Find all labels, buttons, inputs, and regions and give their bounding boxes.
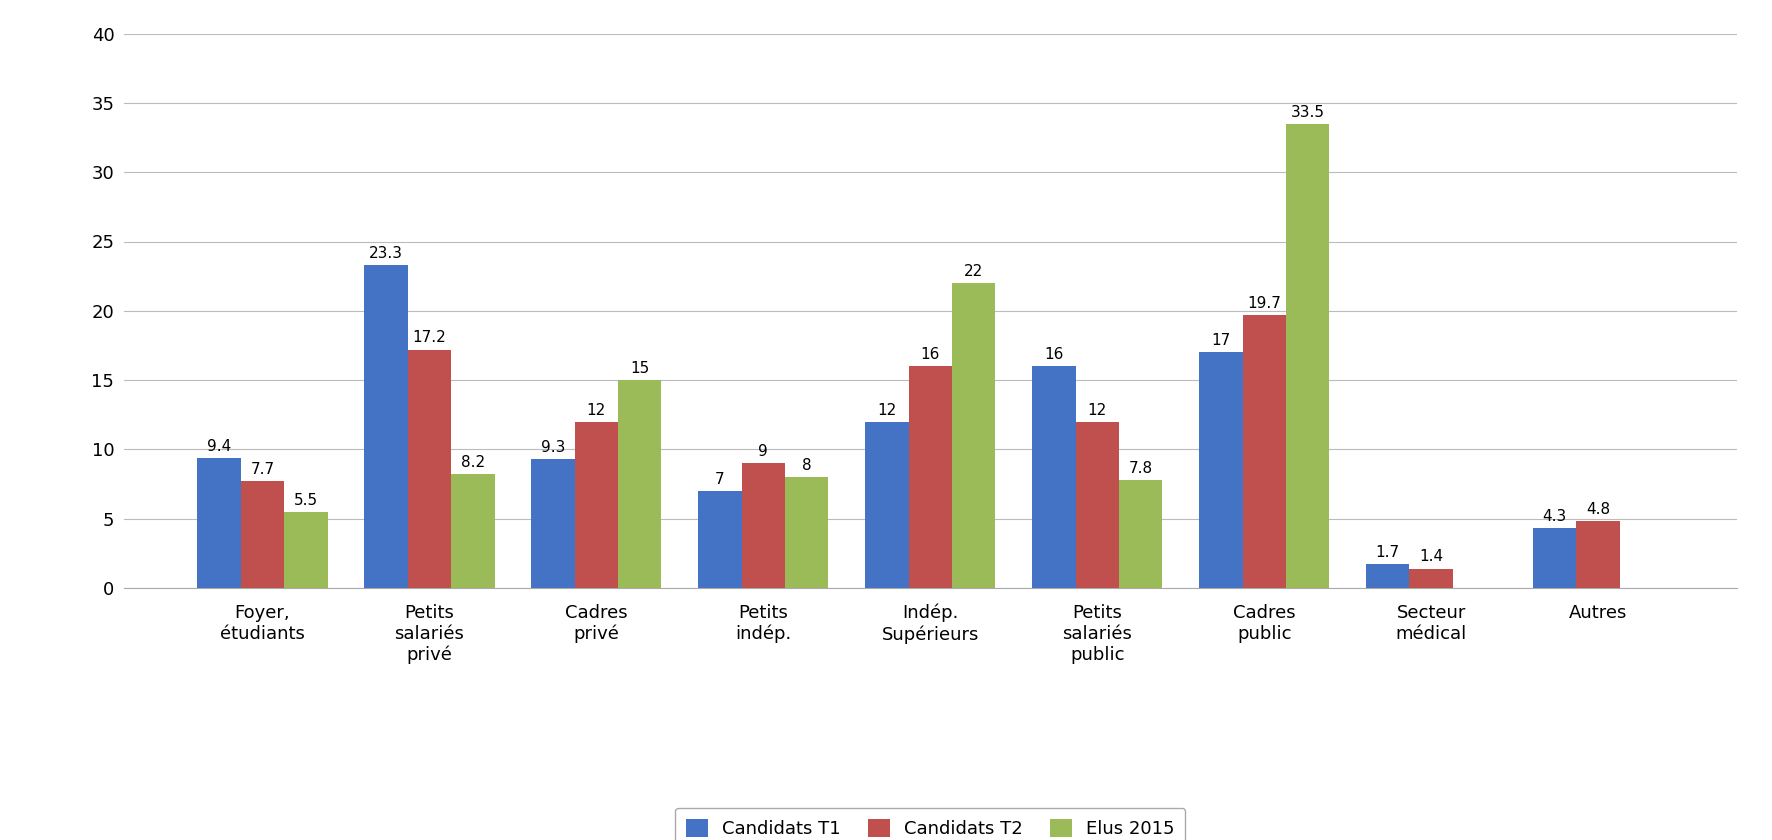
Bar [284,512,328,588]
Bar [785,477,829,588]
Text: 1.7: 1.7 [1375,545,1400,560]
Bar [365,265,408,588]
Bar [241,481,284,588]
Text: 1.4: 1.4 [1419,549,1442,564]
Bar [698,491,742,588]
Text: 9: 9 [758,444,769,459]
Bar [532,459,574,588]
Bar [1409,569,1453,588]
Text: 12: 12 [587,402,606,417]
Bar [865,422,909,588]
Text: 16: 16 [1044,347,1063,362]
Text: 8.2: 8.2 [461,455,486,470]
Bar [1577,522,1620,588]
Text: 17: 17 [1212,333,1230,349]
Text: 7.7: 7.7 [250,462,275,477]
Text: 4.3: 4.3 [1543,509,1566,524]
Bar [1076,422,1118,588]
Bar [1118,480,1162,588]
Bar [452,475,494,588]
Legend: Candidats T1, Candidats T2, Elus 2015: Candidats T1, Candidats T2, Elus 2015 [675,808,1185,840]
Bar [1031,366,1076,588]
Text: 15: 15 [631,361,649,376]
Bar [952,283,996,588]
Text: 8: 8 [803,458,812,473]
Text: 16: 16 [921,347,939,362]
Bar [1533,528,1577,588]
Bar [1366,564,1409,588]
Text: 12: 12 [1088,402,1108,417]
Text: 5.5: 5.5 [294,492,317,507]
Text: 4.8: 4.8 [1586,502,1611,517]
Text: 7.8: 7.8 [1129,460,1154,475]
Bar [1242,315,1286,588]
Bar [197,458,241,588]
Bar [408,349,452,588]
Text: 17.2: 17.2 [413,330,447,345]
Text: 22: 22 [964,264,983,279]
Bar [1200,353,1242,588]
Text: 9.3: 9.3 [540,440,565,455]
Bar [909,366,952,588]
Bar [742,463,785,588]
Text: 23.3: 23.3 [369,246,402,261]
Text: 19.7: 19.7 [1247,296,1281,311]
Bar [618,380,661,588]
Text: 12: 12 [877,402,897,417]
Text: 33.5: 33.5 [1290,104,1325,119]
Bar [574,422,618,588]
Bar [1286,123,1329,588]
Text: 7: 7 [716,472,725,487]
Text: 9.4: 9.4 [207,438,230,454]
